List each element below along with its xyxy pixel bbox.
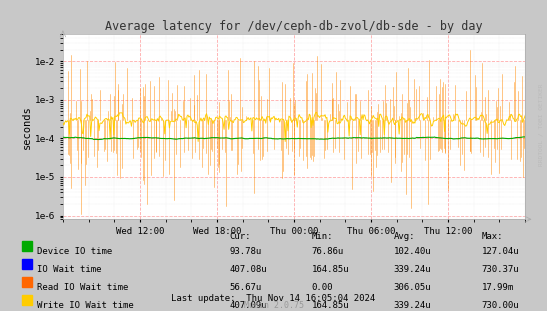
Text: Cur:: Cur: xyxy=(230,232,251,241)
Text: 407.09u: 407.09u xyxy=(230,301,267,310)
Text: Read IO Wait time: Read IO Wait time xyxy=(37,283,129,292)
Text: IO Wait time: IO Wait time xyxy=(37,265,102,274)
Text: RRDTOOL / TOBI OETIKER: RRDTOOL / TOBI OETIKER xyxy=(538,83,543,166)
Y-axis label: seconds: seconds xyxy=(22,105,32,149)
Text: 730.00u: 730.00u xyxy=(481,301,519,310)
Text: 102.40u: 102.40u xyxy=(394,247,432,256)
Text: Last update:  Thu Nov 14 16:05:04 2024: Last update: Thu Nov 14 16:05:04 2024 xyxy=(171,294,376,303)
Text: Write IO Wait time: Write IO Wait time xyxy=(37,301,134,310)
Text: 164.85u: 164.85u xyxy=(312,301,350,310)
Text: 17.99m: 17.99m xyxy=(481,283,514,292)
Text: Max:: Max: xyxy=(481,232,503,241)
Text: 339.24u: 339.24u xyxy=(394,265,432,274)
Title: Average latency for /dev/ceph-db-zvol/db-sde - by day: Average latency for /dev/ceph-db-zvol/db… xyxy=(105,20,483,33)
Text: 93.78u: 93.78u xyxy=(230,247,262,256)
Text: 339.24u: 339.24u xyxy=(394,301,432,310)
Text: Device IO time: Device IO time xyxy=(37,247,113,256)
Text: 0.00: 0.00 xyxy=(312,283,333,292)
Text: 164.85u: 164.85u xyxy=(312,265,350,274)
Text: 730.37u: 730.37u xyxy=(481,265,519,274)
Text: Min:: Min: xyxy=(312,232,333,241)
Text: 306.05u: 306.05u xyxy=(394,283,432,292)
Text: Avg:: Avg: xyxy=(394,232,415,241)
Text: 407.08u: 407.08u xyxy=(230,265,267,274)
Text: 127.04u: 127.04u xyxy=(481,247,519,256)
Text: Munin 2.0.75: Munin 2.0.75 xyxy=(243,301,304,310)
Text: 56.67u: 56.67u xyxy=(230,283,262,292)
Text: 76.86u: 76.86u xyxy=(312,247,344,256)
